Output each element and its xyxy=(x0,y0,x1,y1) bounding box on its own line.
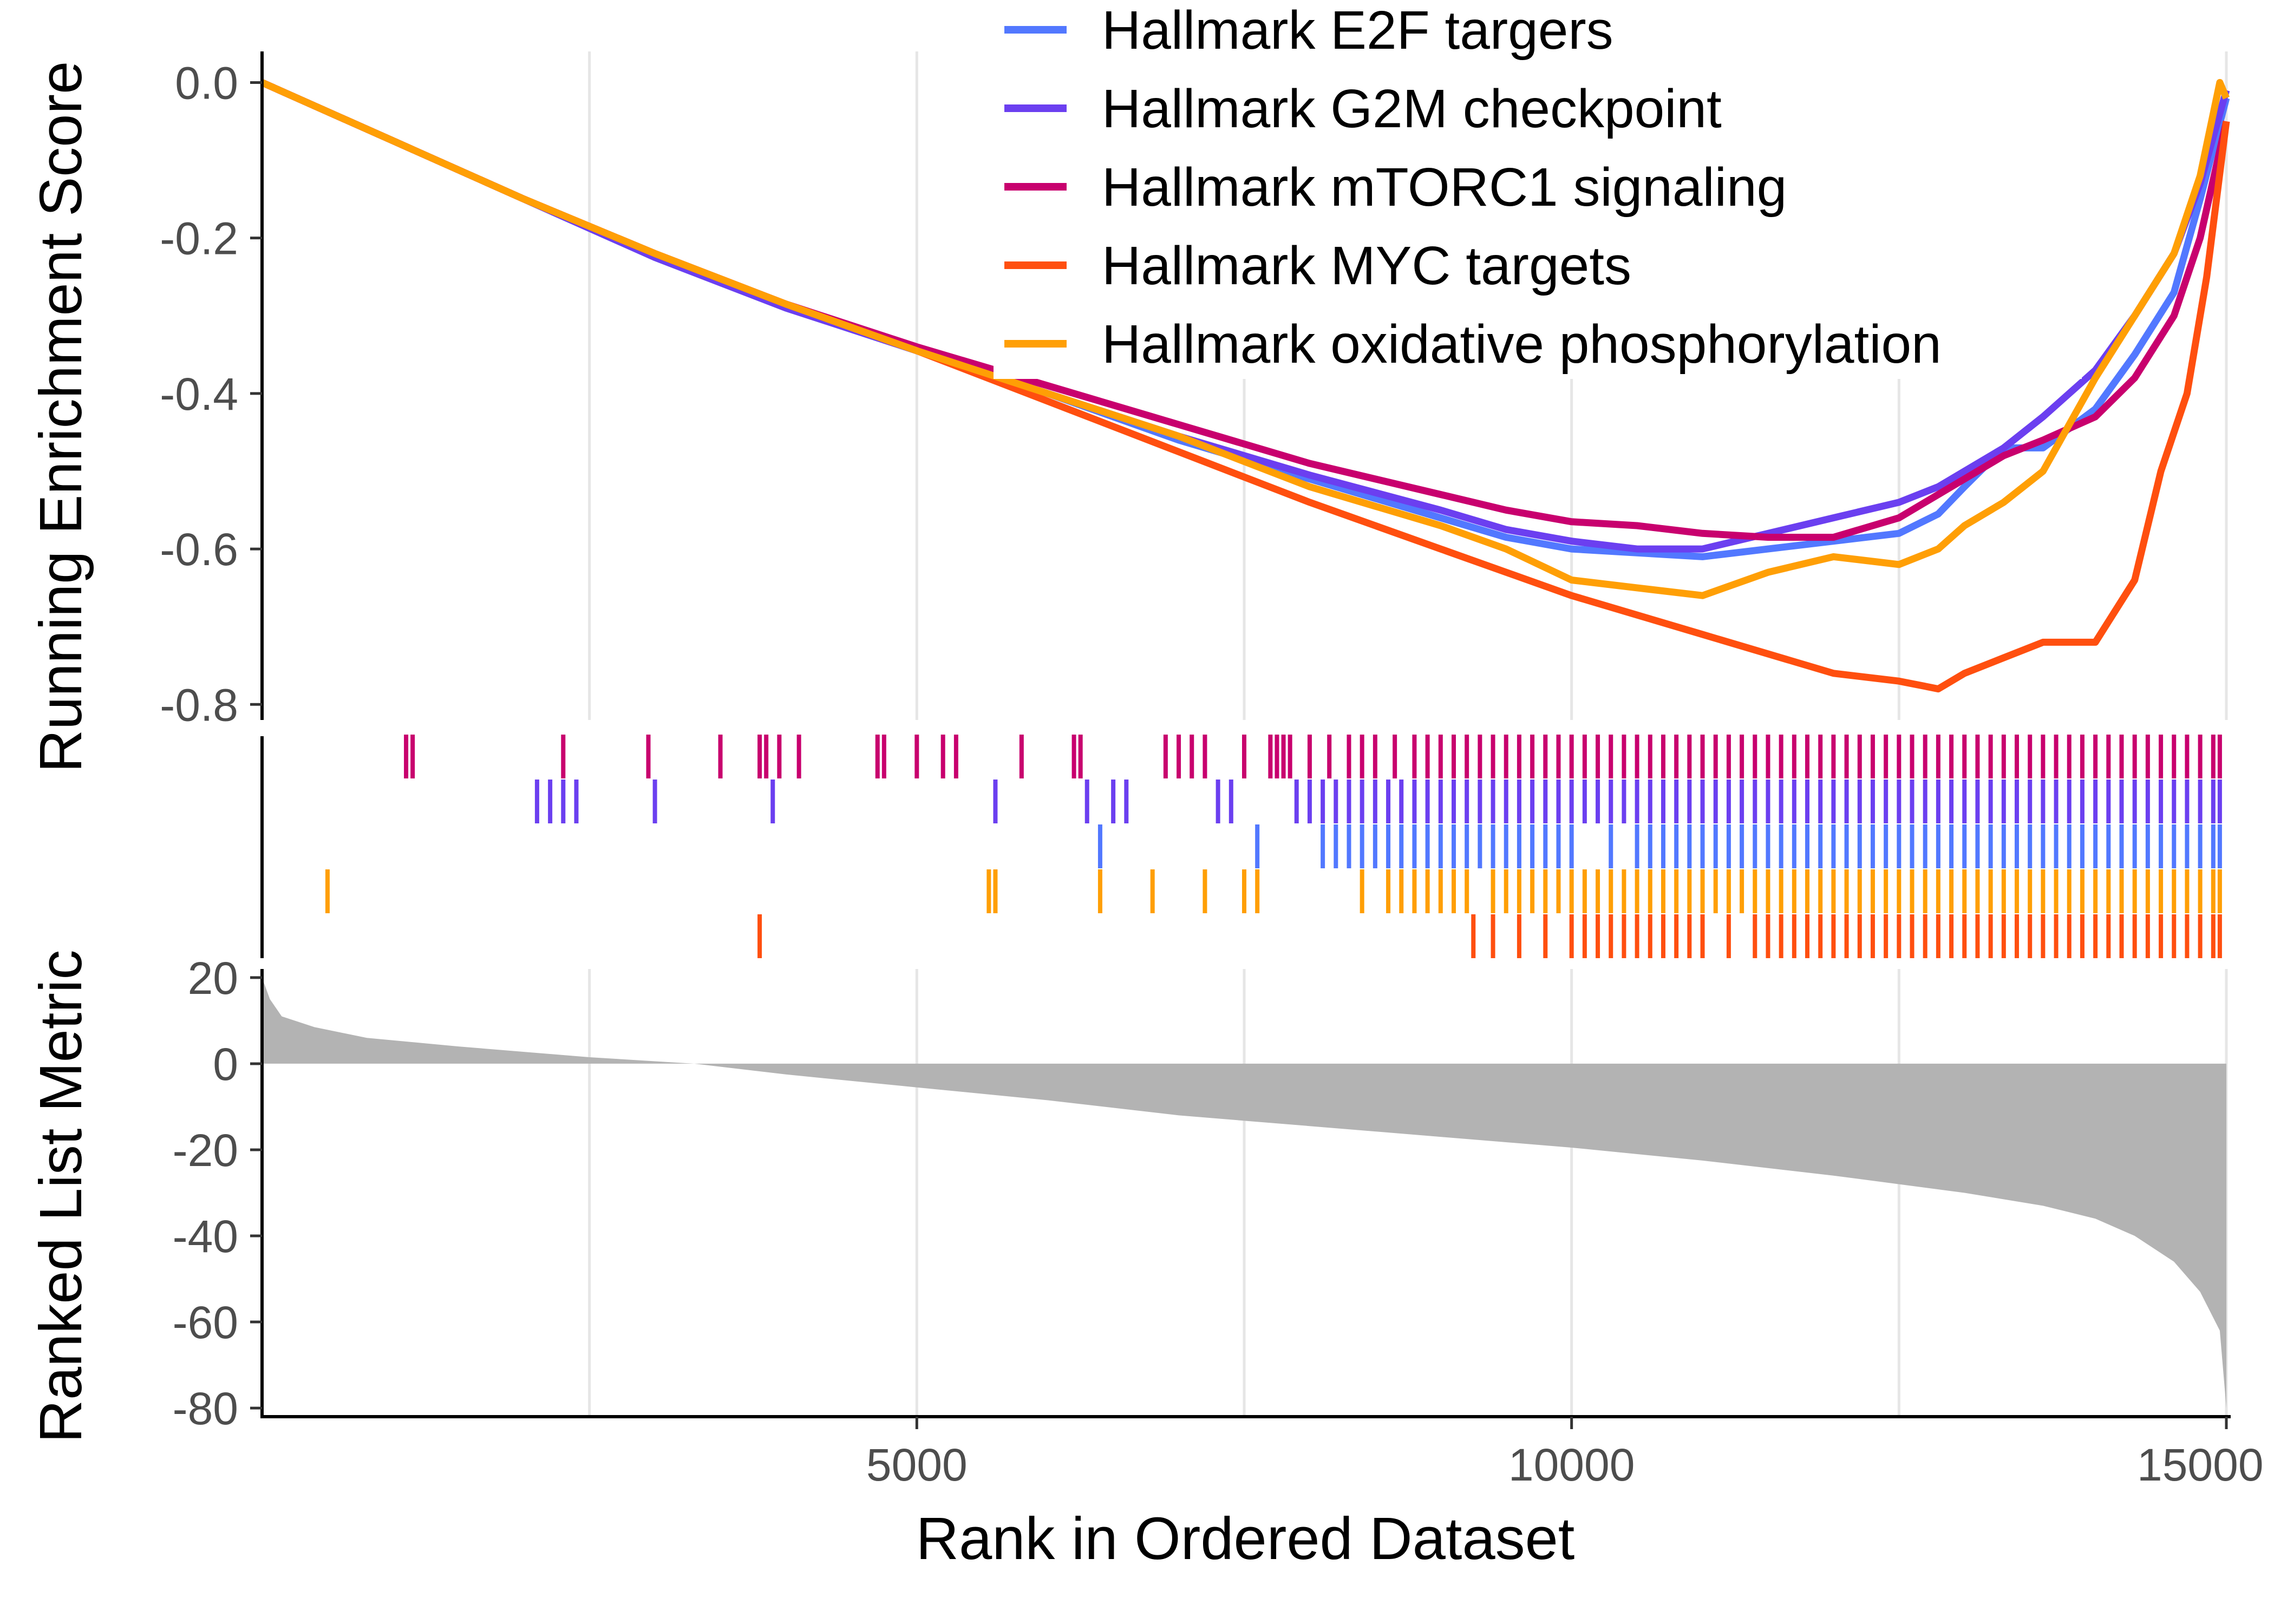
legend-label: Hallmark G2M checkpoint xyxy=(1102,78,1722,139)
legend-label: Hallmark mTORC1 signaling xyxy=(1102,157,1787,218)
es-series-lines xyxy=(260,78,2230,693)
metric-y-tick-label: 0 xyxy=(213,1039,238,1090)
hit-row-hallmark-myc-targets xyxy=(757,914,2222,958)
metric-area xyxy=(262,977,2226,1409)
es-y-axis-title: Running Enrichment Score xyxy=(28,61,94,773)
hit-row-hallmark-e2f-targers xyxy=(1097,824,2222,868)
x-ticks: 5000 10000 15000 xyxy=(866,1417,2264,1490)
hit-marker-rows xyxy=(325,735,2222,958)
es-y-tick-label: -0.6 xyxy=(160,524,238,575)
legend-item-hallmark-g2m-checkpoint: Hallmark G2M checkpoint xyxy=(1004,78,1722,139)
metric-y-tick-label: -80 xyxy=(173,1383,238,1434)
hit-row-hallmark-oxidative-phosphorylation xyxy=(325,869,2222,913)
metric-y-ticks: 20 0 -20 -40 -60 -80 xyxy=(173,953,262,1434)
legend: Hallmark E2F targers Hallmark G2M checkpo… xyxy=(994,0,2082,379)
es-line-hallmark-oxidative-phosphorylation xyxy=(260,78,2230,599)
ranked-list-metric-panel: 20 0 -20 -40 -60 -80 5000 10000 15000 Ranked Li… xyxy=(28,950,2264,1572)
metric-y-tick-label: 20 xyxy=(188,953,238,1004)
x-axis-title: Rank in Ordered Dataset xyxy=(916,1505,1575,1572)
hit-markers-panel xyxy=(260,735,2222,958)
es-y-tick-label: 0.0 xyxy=(175,57,238,108)
es-y-ticks: 0.0 -0.2 -0.4 -0.6 -0.8 xyxy=(160,57,262,730)
legend-label: Hallmark oxidative phosphorylation xyxy=(1102,314,1942,375)
hit-row-hallmark-mtorc1-signaling xyxy=(404,735,2222,778)
es-y-tick-label: -0.8 xyxy=(160,679,238,730)
es-y-tick-label: -0.4 xyxy=(160,369,238,420)
legend-label: Hallmark MYC targets xyxy=(1102,235,1631,296)
legend-item-hallmark-oxidative-phosphorylation: Hallmark oxidative phosphorylation xyxy=(1004,314,1942,375)
legend-background xyxy=(994,0,2082,379)
legend-item-hallmark-mtorc1-signaling: Hallmark mTORC1 signaling xyxy=(1004,157,1787,218)
x-tick-label: 5000 xyxy=(866,1439,968,1490)
metric-y-tick-label: -40 xyxy=(173,1211,238,1262)
legend-item-hallmark-e2f-targers: Hallmark E2F targers xyxy=(1004,0,1613,61)
x-tick-label: 15000 xyxy=(2137,1439,2264,1490)
x-tick-label: 10000 xyxy=(1508,1439,1635,1490)
metric-y-axis-title: Ranked List Metric xyxy=(28,950,94,1443)
metric-y-tick-label: -20 xyxy=(173,1125,238,1176)
legend-item-hallmark-myc-targets: Hallmark MYC targets xyxy=(1004,235,1631,296)
metric-y-tick-label: -60 xyxy=(173,1297,238,1348)
es-y-tick-label: -0.2 xyxy=(160,213,238,264)
hit-row-hallmark-g2m-checkpoint xyxy=(534,780,2222,823)
legend-label: Hallmark E2F targers xyxy=(1102,0,1613,61)
